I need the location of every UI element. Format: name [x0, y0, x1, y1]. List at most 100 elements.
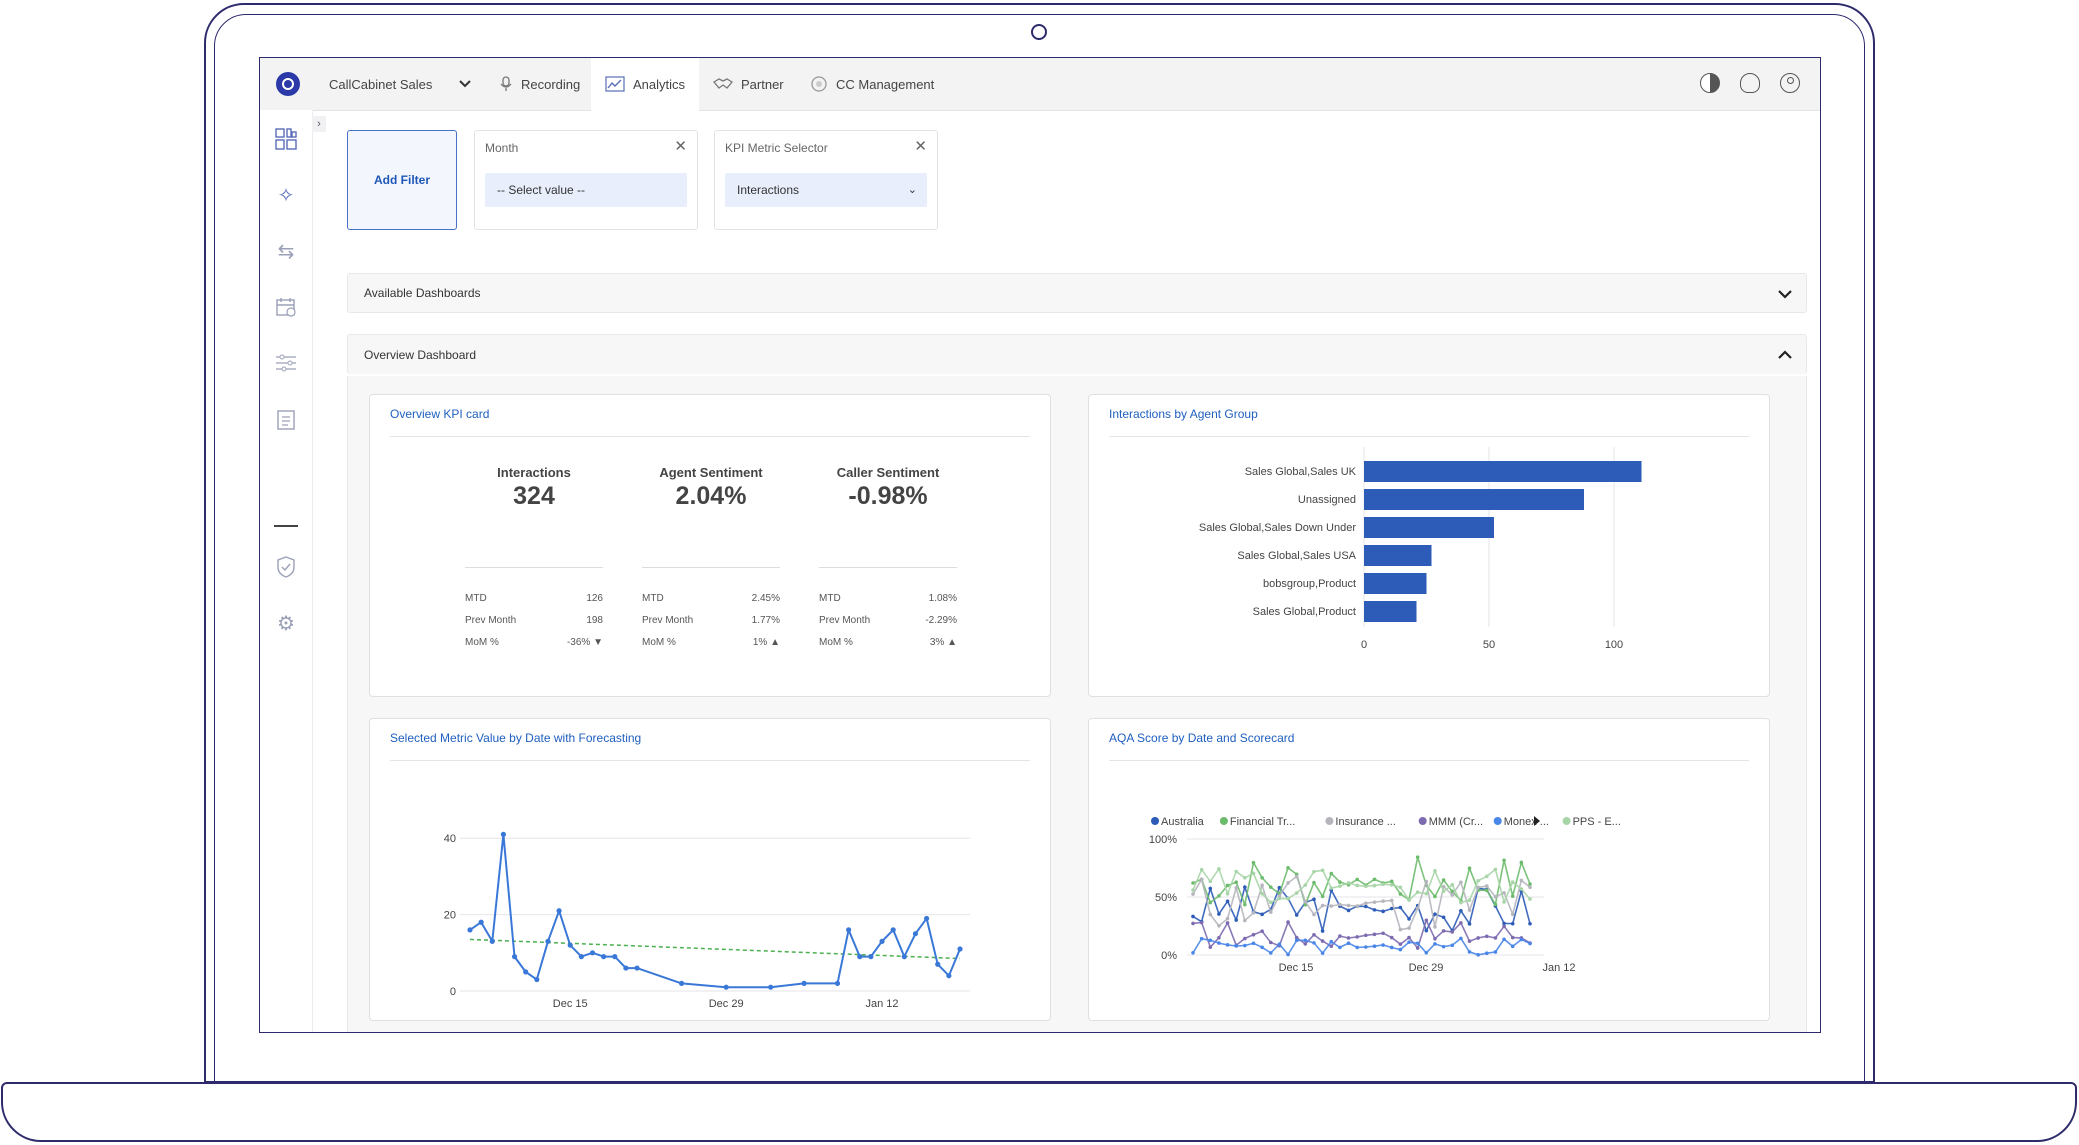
kpi-filter-title: KPI Metric Selector — [725, 141, 828, 155]
add-filter-button[interactable]: Add Filter — [347, 130, 457, 230]
kpi-divider — [819, 567, 957, 568]
row-label: MTD — [642, 593, 664, 604]
data-point — [1277, 896, 1282, 901]
calendar-alert-icon[interactable] — [274, 296, 298, 320]
data-point — [1450, 930, 1455, 934]
data-point — [1191, 921, 1195, 926]
data-point — [1260, 912, 1264, 917]
kpi-caller-sentiment: Caller Sentiment -0.98% — [818, 465, 958, 511]
row-label: MoM % — [819, 637, 853, 648]
data-point — [1510, 912, 1515, 916]
data-point — [1338, 902, 1342, 907]
nav-recording[interactable]: Recording — [489, 58, 590, 110]
data-point — [1217, 894, 1221, 898]
kpi-value: 324 — [513, 482, 555, 510]
settings-gear-icon[interactable]: ⚙ — [277, 613, 295, 635]
sliders-icon[interactable] — [274, 352, 298, 376]
data-point — [1268, 910, 1273, 914]
data-point — [1355, 883, 1359, 888]
category-label: Sales Global,Sales Down Under — [1199, 522, 1356, 534]
headset-support-icon[interactable] — [1740, 73, 1760, 93]
theme-toggle-icon[interactable] — [1700, 73, 1720, 93]
data-point — [1320, 939, 1325, 943]
available-dashboards-accordion[interactable]: Available Dashboards — [347, 273, 1807, 313]
data-point — [957, 946, 963, 952]
data-point — [1415, 946, 1420, 950]
x-tick-label: 0 — [1361, 639, 1367, 651]
interactions-by-agent-group-panel: Interactions by Agent Group 0 50 100 Sales … — [1088, 394, 1770, 697]
scorecard-series-line — [1192, 918, 1531, 950]
data-point — [1320, 903, 1325, 908]
shield-check-icon[interactable] — [274, 556, 298, 580]
legend-label: PPS - E... — [1573, 816, 1621, 828]
callcabinet-logo-icon[interactable] — [276, 72, 300, 96]
data-point — [1355, 877, 1359, 882]
data-point — [1476, 879, 1480, 883]
data-point — [1510, 944, 1515, 949]
legend-label: MMM (Cr... — [1429, 816, 1483, 828]
month-select[interactable]: -- Select value -- — [485, 173, 687, 207]
data-point — [1251, 860, 1256, 865]
data-point — [1433, 869, 1437, 873]
sidebar-expand-chevron-icon[interactable]: › — [312, 116, 326, 132]
overview-kpi-card: Overview KPI card Interactions 324 Agent… — [369, 394, 1051, 697]
y-tick-label: 40 — [444, 833, 456, 845]
bar — [1364, 461, 1642, 482]
category-label: Sales Global,Sales USA — [1237, 550, 1356, 562]
kpi-row-mtd: MTD 2.45% — [642, 593, 780, 604]
forecast-panel: Selected Metric Value by Date with Forec… — [369, 718, 1051, 1021]
data-point — [1312, 932, 1316, 937]
kpi-interactions: Interactions 324 — [464, 465, 604, 511]
data-point — [1294, 874, 1299, 879]
data-point — [1433, 925, 1437, 929]
data-point — [1191, 888, 1195, 892]
sparkles-ai-icon[interactable]: ✧ — [277, 185, 295, 207]
data-point — [1346, 881, 1351, 885]
data-point — [1493, 936, 1498, 940]
data-point — [1286, 866, 1290, 870]
nav-recording-label: Recording — [521, 76, 581, 92]
data-point — [1217, 912, 1221, 916]
data-point — [1415, 941, 1420, 946]
legend-next-arrow-icon — [1534, 816, 1540, 826]
row-value: 1% ▲ — [752, 637, 780, 648]
data-point — [1467, 898, 1472, 902]
user-profile-icon[interactable] — [1780, 73, 1800, 93]
close-icon[interactable]: ✕ — [914, 138, 927, 155]
data-point — [1459, 908, 1463, 913]
data-point — [1476, 936, 1480, 940]
nav-cc-management[interactable]: CC Management — [800, 58, 944, 110]
kpi-metric-select[interactable]: Interactions ⌄ — [725, 173, 927, 207]
data-point — [1415, 890, 1420, 894]
chevron-down-icon: ⌄ — [907, 184, 917, 196]
data-point — [1243, 876, 1247, 880]
account-switcher[interactable]: CallCabinet Sales — [329, 58, 472, 110]
data-point — [1407, 917, 1411, 921]
data-point — [1234, 880, 1239, 884]
data-point — [523, 969, 529, 975]
workflow-icon[interactable]: ⇆ — [277, 241, 295, 263]
row-label: MTD — [819, 593, 841, 604]
data-point — [1441, 889, 1446, 894]
bar — [1364, 517, 1494, 538]
camera-icon — [1031, 24, 1047, 40]
data-point — [1294, 891, 1299, 895]
data-point — [1441, 878, 1446, 882]
bar — [1364, 573, 1427, 594]
x-tick-label: Jan 12 — [866, 998, 899, 1010]
overview-dashboard-accordion[interactable]: Overview Dashboard — [347, 334, 1807, 374]
data-point — [1484, 888, 1489, 893]
dashboard-grid-icon[interactable] — [274, 128, 298, 152]
clipboard-checklist-icon[interactable] — [274, 408, 298, 432]
data-point — [489, 938, 495, 944]
close-icon[interactable]: ✕ — [674, 138, 687, 155]
data-point — [1355, 945, 1359, 950]
kpi-row-prev: Prev Month 198 — [465, 615, 603, 626]
data-point — [1433, 942, 1437, 946]
data-point — [1364, 904, 1368, 909]
forecast-title: Selected Metric Value by Date with Forec… — [390, 731, 642, 745]
month-filter-card: Month ✕ -- Select value -- — [474, 130, 698, 230]
nav-partner[interactable]: Partner — [703, 58, 794, 110]
kpi-row-mtd: MTD 126 — [465, 593, 603, 604]
nav-analytics[interactable]: Analytics — [591, 58, 700, 112]
